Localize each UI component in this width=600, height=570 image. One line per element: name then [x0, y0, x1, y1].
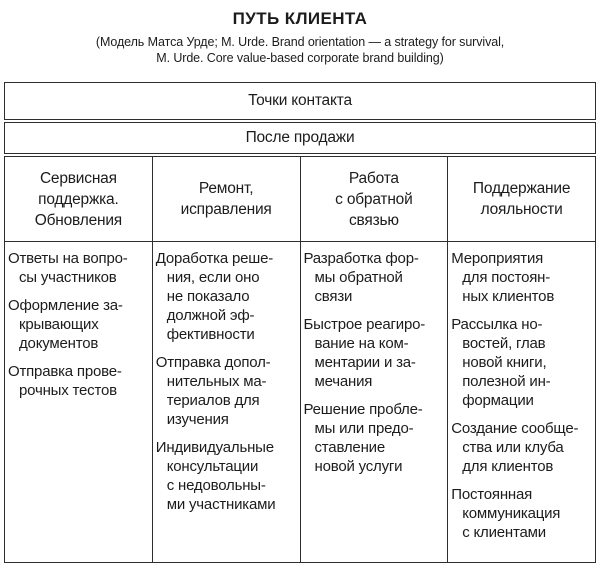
list-item: Мероприятия для постоян- ных клиентов — [451, 250, 555, 305]
cell-service-support: Ответы на вопро- сы участников Оформлени… — [5, 242, 152, 409]
banner-contact-points: Точки контакта — [4, 82, 596, 120]
column-loyalty: Поддержание лояльности Мероприятия для п… — [448, 157, 595, 562]
customer-journey-table: Сервисная поддержка. Обновления Ответы н… — [4, 156, 596, 563]
cell-feedback: Разработка фор- мы обратной связи Быстро… — [301, 242, 448, 485]
list-item: Индивидуальные консультации с недовольны… — [155, 439, 276, 513]
list-item: Ответы на вопро- сы участников — [8, 250, 128, 286]
banner-after-sale: После продажи — [4, 122, 596, 154]
list-item: Решение пробле- мы или предо- ставление … — [303, 401, 423, 475]
subtitle: (Модель Матса Урде; M. Urde. Brand orien… — [0, 34, 600, 66]
list-item: Отправка прове- рочных тестов — [8, 363, 122, 399]
column-header-feedback: Работа с обратной связью — [300, 157, 448, 242]
list-item: Разработка фор- мы обратной связи — [303, 250, 419, 305]
list-item: Быстрое реагиро- вание на ком- ментарии … — [303, 316, 426, 390]
cell-loyalty: Мероприятия для постоян- ных клиентов Ра… — [448, 242, 595, 551]
list-item: Создание сообще- ства или клуба для клие… — [451, 420, 579, 475]
cell-repair: Доработка реше- ния, если оно не показал… — [153, 242, 300, 523]
subtitle-line-1: (Модель Матса Урде; M. Urde. Brand orien… — [95, 35, 505, 49]
list-item: Оформление за- крывающих документов — [8, 297, 123, 352]
column-header-loyalty: Поддержание лояльности — [448, 157, 595, 242]
page-title: ПУТЬ КЛИЕНТА — [232, 9, 368, 28]
subtitle-line-2: M. Urde. Core value-based corporate bran… — [156, 51, 444, 65]
list-item: Отправка допол- нительных ма- териалов д… — [155, 354, 271, 428]
column-feedback: Работа с обратной связью Разработка фор-… — [300, 157, 449, 562]
column-repair: Ремонт, исправления Доработка реше- ния,… — [152, 157, 301, 562]
column-service-support: Сервисная поддержка. Обновления Ответы н… — [5, 157, 153, 562]
list-item: Постоянная коммуникация с клиентами — [451, 486, 561, 541]
list-item: Рассылка но- востей, глав новой книги, п… — [451, 316, 551, 409]
column-header-service-support: Сервисная поддержка. Обновления — [5, 157, 152, 242]
column-header-repair: Ремонт, исправления — [152, 157, 300, 242]
list-item: Доработка реше- ния, если оно не показал… — [155, 250, 274, 343]
